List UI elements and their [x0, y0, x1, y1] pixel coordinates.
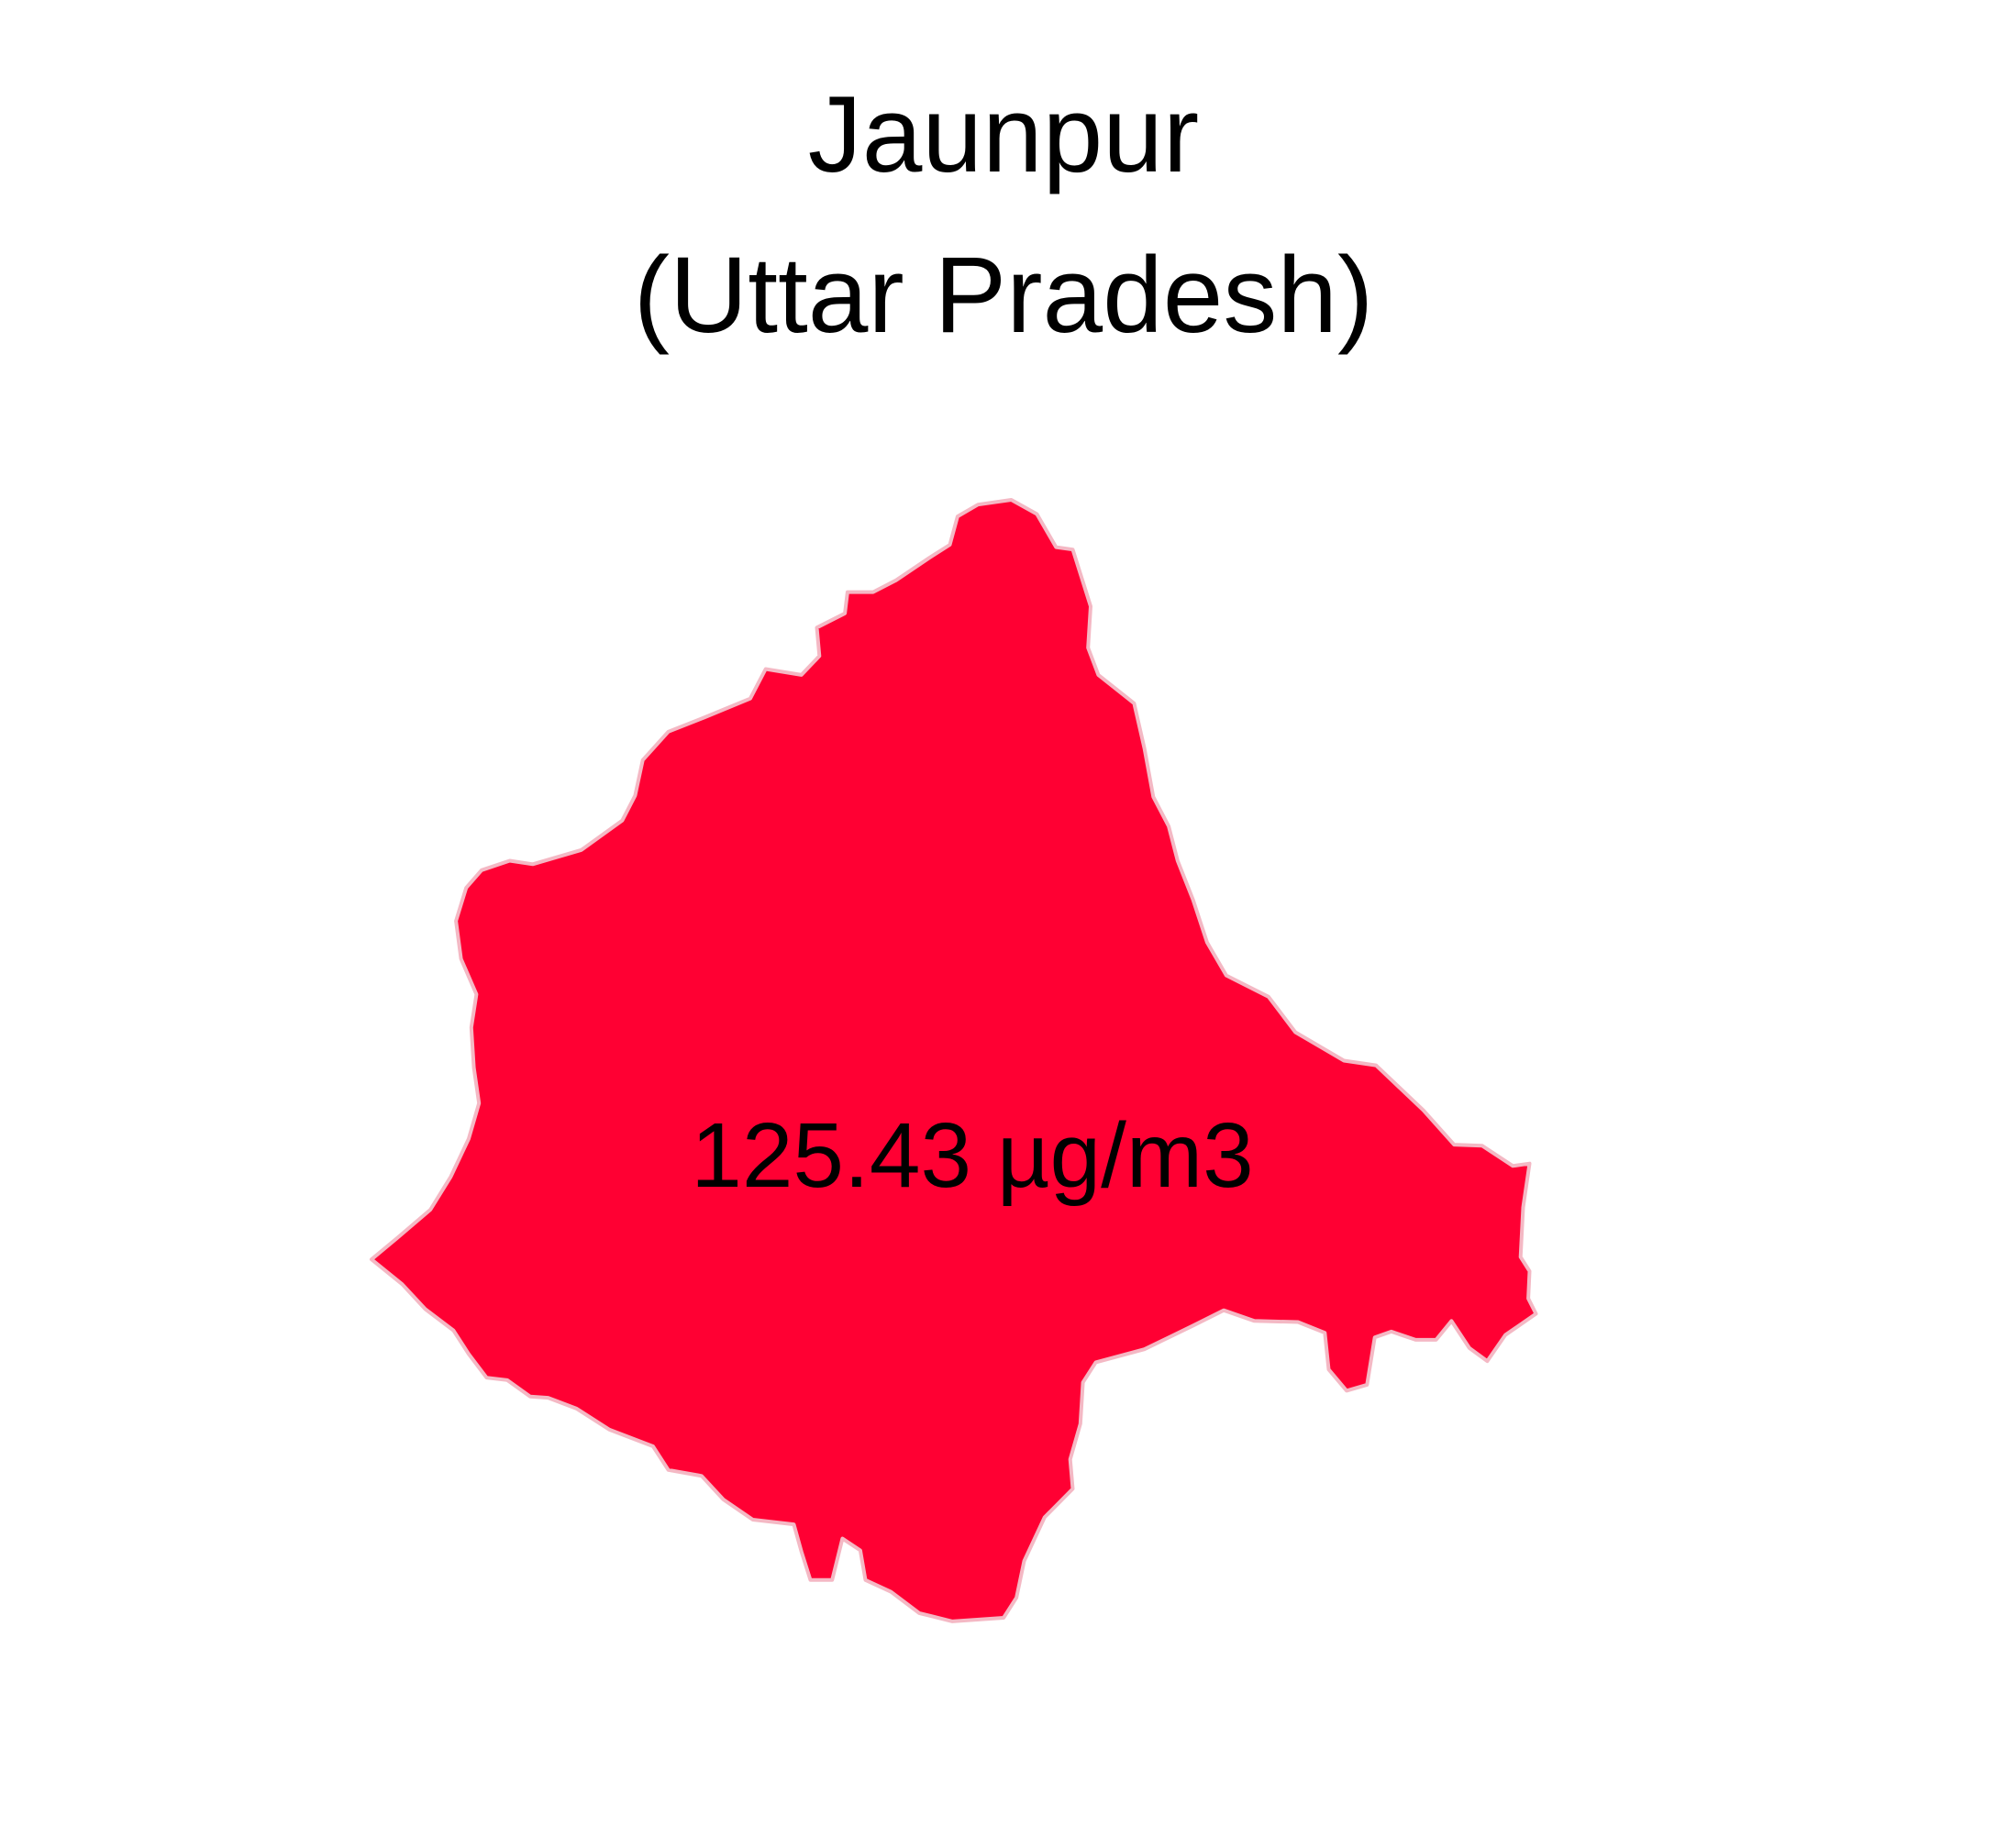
title-district: Jaunpur	[807, 74, 1200, 195]
pollution-value-label: 125.43 µg/m3	[691, 1104, 1254, 1207]
title-state: (Uttar Pradesh)	[633, 235, 1374, 356]
district-boundary-jaunpur	[370, 498, 1538, 1623]
map-title: Jaunpur (Uttar Pradesh)	[0, 55, 2007, 376]
